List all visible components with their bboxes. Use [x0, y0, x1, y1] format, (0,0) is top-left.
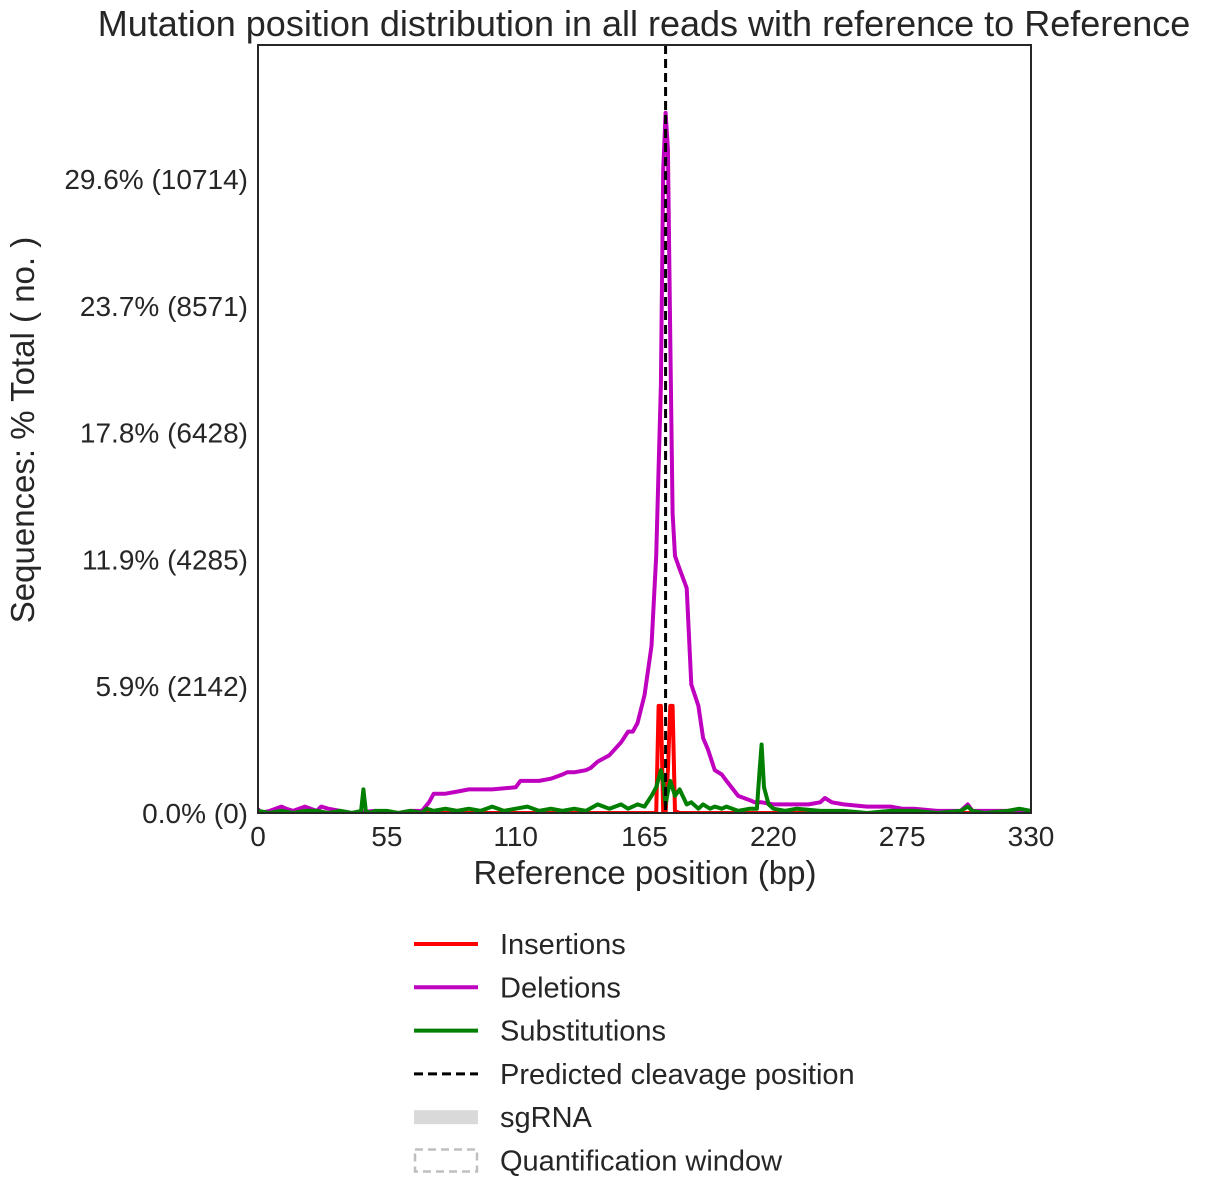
x-tick-label: 165 — [621, 821, 668, 852]
legend-label-substitutions: Substitutions — [500, 1016, 666, 1048]
y-tick-label: 5.9% (2142) — [95, 671, 248, 702]
legend-label-quantification-window: Quantification window — [500, 1146, 783, 1178]
y-tick-label: 23.7% (8571) — [80, 291, 248, 322]
chart-title: Mutation position distribution in all re… — [98, 3, 1191, 44]
y-tick-label: 17.8% (6428) — [80, 418, 248, 449]
plot-frame — [257, 44, 1032, 814]
x-tick-label: 0 — [250, 821, 266, 852]
x-tick-label: 330 — [1008, 821, 1055, 852]
series-line-substitutions — [258, 742, 1031, 813]
legend-label-sgrna: sgRNA — [500, 1102, 593, 1134]
legend-label-insertions: Insertions — [500, 929, 626, 961]
legend-swatch-sgrna — [414, 1110, 478, 1125]
series-line-insertions — [258, 703, 1031, 813]
x-axis-label: Reference position (bp) — [473, 854, 816, 891]
x-tick-label: 110 — [493, 821, 538, 852]
legend-swatch-quantification-window — [413, 1148, 479, 1173]
y-axis-label: Sequences: % Total ( no. ) — [4, 237, 41, 623]
x-tick-label: 220 — [750, 821, 797, 852]
x-tick-label: 275 — [879, 821, 926, 852]
y-tick-label: 0.0% (0) — [142, 798, 248, 829]
series-group — [258, 110, 1031, 813]
x-tick-label: 55 — [371, 821, 402, 852]
legend-label-deletions: Deletions — [500, 972, 621, 1004]
y-tick-label: 29.6% (10714) — [64, 164, 248, 195]
legend: Insertions Deletions Substitutions Predicte… — [413, 929, 855, 1178]
y-tick-label: 11.9% (4285) — [82, 544, 248, 575]
series-line-deletions — [258, 110, 1031, 813]
legend-label-predicted-cleavage-position: Predicted cleavage position — [500, 1059, 855, 1091]
plot-area: 0 55 110 165 220 275 330 0.0% (0) 5.9% (2142) 11.… — [64, 44, 1055, 852]
